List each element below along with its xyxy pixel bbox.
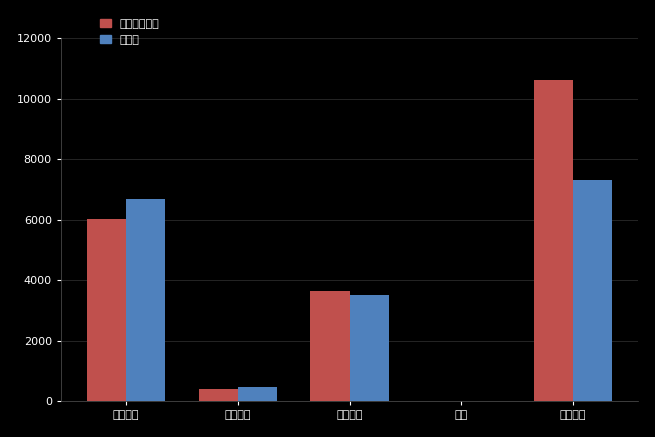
Bar [198,389,238,401]
Bar [87,219,126,401]
Bar [238,387,277,401]
Bar [126,199,165,401]
Legend: 유사자치단체, 의령군: 유사자치단체, 의령군 [95,14,164,49]
Bar [350,295,388,401]
Bar [310,291,350,401]
Bar [573,180,612,401]
Bar [534,80,573,401]
